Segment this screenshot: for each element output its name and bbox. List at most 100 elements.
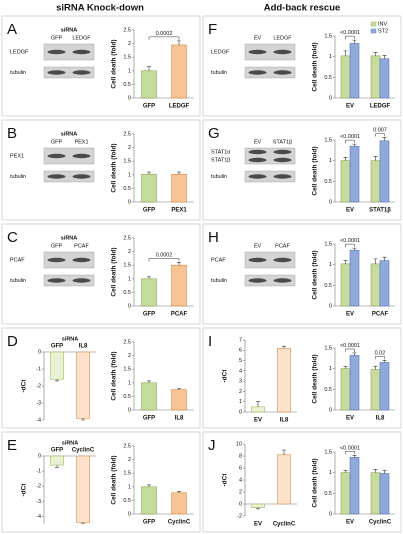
y-tick-label: 1.5: [123, 367, 131, 373]
x-tick-label: IL8: [79, 344, 88, 350]
y-tick-label: 2.5: [123, 443, 131, 449]
y-tick-label: 0.5: [123, 394, 131, 400]
y-tick-label: -3: [36, 499, 41, 505]
blot-row-label: PCAF: [10, 257, 25, 263]
p-value: <0.0001: [340, 343, 360, 349]
y-axis-label: Cell death (fold): [312, 354, 319, 403]
y-tick-label: -1: [36, 469, 41, 475]
bar: [349, 43, 360, 99]
p-value: 0.0002: [156, 31, 173, 37]
y-tick-label: 1: [329, 366, 332, 372]
significance-bracket: [345, 451, 355, 455]
y-tick-label: 1: [128, 276, 131, 282]
panel-frame: [202, 119, 402, 221]
error-bar: [81, 418, 85, 421]
x-tick-label: EV: [254, 522, 262, 528]
bar: [251, 406, 265, 413]
blot-header: siRNA: [61, 131, 78, 137]
blot-band: [248, 278, 267, 283]
y-axis-label: Cell death (fold): [111, 351, 118, 400]
y-tick-label: 2.5: [123, 27, 131, 33]
panel-frame: [1, 15, 201, 117]
blot-band: [273, 70, 292, 75]
blot-band: [248, 257, 267, 263]
column-title: siRNA Knock-down: [56, 3, 144, 14]
bar: [141, 486, 157, 515]
y-axis-label: Cell death (fold): [111, 455, 118, 504]
error-bar: [373, 156, 378, 161]
significance-bracket: [148, 36, 180, 40]
blot-row-label: LEDGF: [211, 49, 230, 55]
y-tick-label: 4: [239, 477, 242, 483]
x-tick-label: EV: [254, 418, 262, 424]
y-tick-label: -4: [36, 417, 41, 423]
blot-band: [47, 278, 66, 283]
panel-frame: [202, 15, 402, 117]
y-tick-label: 1.5: [324, 345, 332, 351]
x-tick-label: GFP: [143, 416, 155, 422]
y-tick-label: -3: [36, 400, 41, 406]
lane-label: PCAF: [275, 243, 290, 249]
x-tick-label: PEX1: [171, 208, 187, 214]
error-bar: [373, 258, 378, 264]
bar: [141, 382, 157, 411]
error-bar: [373, 365, 378, 370]
x-tick-label: EV: [346, 520, 354, 526]
panel-frame: [1, 431, 201, 533]
blot-row-label: tubulin: [10, 70, 26, 76]
lane-label: EV: [254, 139, 262, 145]
y-axis-label: -dCt: [21, 379, 28, 393]
y-tick-label: 2: [128, 249, 131, 255]
panel-letter: E: [7, 437, 17, 454]
blot-image: [244, 251, 296, 269]
lane-label: PCAF: [74, 243, 89, 249]
error-bar: [177, 387, 181, 390]
blot-image: [244, 66, 296, 79]
blot-row-label: tubulin: [211, 70, 227, 76]
blot-row-label: tubulin: [211, 174, 227, 180]
blot-band: [273, 149, 292, 155]
panel-frame: [1, 119, 201, 221]
bar: [141, 173, 157, 203]
panel-frame: [202, 223, 402, 325]
error-bar: [343, 157, 348, 161]
error-bar: [373, 52, 378, 56]
error-bar: [373, 469, 378, 473]
blot-band: [47, 257, 66, 263]
bar: [277, 454, 291, 505]
y-tick-label: 1.5: [123, 159, 131, 165]
significance-bracket: [148, 258, 180, 262]
error-bar: [147, 484, 151, 487]
x-tick-label: CyclinC: [273, 522, 296, 528]
blot-band: [72, 174, 91, 179]
blot-band: [273, 157, 292, 163]
bar: [379, 260, 390, 307]
bar: [340, 160, 351, 203]
y-tick-label: 6: [239, 465, 242, 471]
lane-label: PEX1: [74, 139, 88, 145]
legend-swatch: [370, 28, 377, 34]
error-bar: [343, 260, 348, 264]
x-tick-label: EV: [346, 104, 354, 110]
x-tick-label: EV: [346, 312, 354, 318]
lane-label: GFP: [51, 139, 63, 145]
y-tick-label: 0.5: [324, 491, 332, 497]
error-bar: [382, 55, 387, 59]
bar: [340, 368, 351, 411]
y-axis-label: -dCt: [21, 483, 28, 497]
y-tick-label: 1: [329, 54, 332, 60]
y-tick-label: 0: [38, 349, 41, 355]
panel-letter: B: [7, 125, 17, 142]
y-tick-label: 0: [329, 303, 332, 309]
significance-bracket: [345, 348, 355, 352]
y-tick-label: 0.5: [123, 290, 131, 296]
error-bar: [256, 401, 260, 407]
y-axis-label: Cell death (fold): [312, 250, 319, 299]
error-bar: [147, 171, 151, 175]
y-tick-label: 1: [329, 470, 332, 476]
bar: [171, 173, 187, 203]
bar: [379, 362, 390, 411]
blot-image: [43, 66, 95, 79]
x-tick-label: CyclinC: [72, 448, 95, 454]
y-axis-label: -dCt: [222, 369, 229, 383]
